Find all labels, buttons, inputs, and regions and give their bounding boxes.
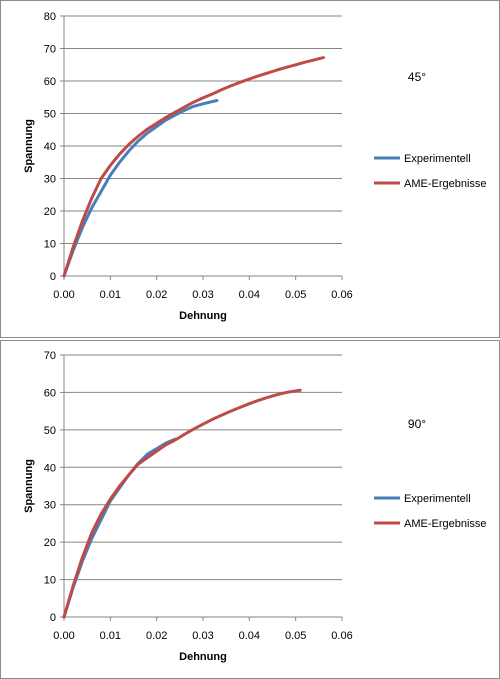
y-tick-label: 0 xyxy=(50,271,56,283)
y-tick-label: 60 xyxy=(44,387,56,399)
y-tick-label: 40 xyxy=(44,141,56,153)
legend-label: Experimentell xyxy=(404,493,471,505)
x-tick-label: 0.01 xyxy=(100,630,121,642)
y-tick-label: 20 xyxy=(44,537,56,549)
x-tick-label: 0.04 xyxy=(239,289,260,301)
y-tick-label: 70 xyxy=(44,44,56,56)
y-tick-label: 60 xyxy=(44,76,56,88)
y-tick-label: 50 xyxy=(44,109,56,121)
x-tick-label: 0.05 xyxy=(285,289,306,301)
x-tick-label: 0.06 xyxy=(331,630,352,642)
y-tick-label: 70 xyxy=(44,350,56,362)
y-tick-label: 20 xyxy=(44,206,56,218)
x-tick-label: 0.03 xyxy=(192,289,213,301)
angle-annotation: 45° xyxy=(408,70,426,84)
y-tick-label: 50 xyxy=(44,425,56,437)
chart-panel-45: 0 10 20 30 40 50 60 70 80 0.00 0.01 0.02 0.03 0.04 0.0… xyxy=(0,0,500,338)
y-tick-label: 10 xyxy=(44,575,56,587)
y-axis-title: Spannung xyxy=(23,459,35,513)
series-line-experimentell xyxy=(62,99,219,278)
x-axis-title: Dehnung xyxy=(179,651,227,663)
x-tick-label: 0.02 xyxy=(146,630,167,642)
y-tick-label: 0 xyxy=(50,612,56,624)
y-tick-label: 80 xyxy=(44,11,56,23)
series-line-experimentell xyxy=(62,437,177,619)
chart-panel-90: 0 10 20 30 40 50 60 70 0.00 0.01 0.02 0.03 0.04 0.05 0… xyxy=(0,340,500,679)
legend-label: AME-Ergebnisse xyxy=(404,178,487,190)
y-tick-label: 40 xyxy=(44,462,56,474)
x-tick-label: 0.01 xyxy=(100,289,121,301)
x-tick-label: 0.05 xyxy=(285,630,306,642)
x-tick-label: 0.06 xyxy=(331,289,352,301)
x-tick-label: 0.04 xyxy=(239,630,260,642)
series-line-ame-ergebnisse xyxy=(62,388,302,619)
y-axis-title: Spannung xyxy=(23,119,35,173)
legend-label: Experimentell xyxy=(404,153,471,165)
angle-annotation: 90° xyxy=(408,417,426,431)
chart-90-svg: 0 10 20 30 40 50 60 70 0.00 0.01 0.02 0.03 0.04 0.05 0… xyxy=(23,350,487,663)
x-tick-label: 0.02 xyxy=(146,289,167,301)
y-tick-label: 30 xyxy=(44,500,56,512)
series-line-ame-ergebnisse xyxy=(62,56,325,278)
legend-label: AME-Ergebnisse xyxy=(404,518,487,530)
x-tick-label: 0.03 xyxy=(192,630,213,642)
chart-45-svg: 0 10 20 30 40 50 60 70 80 0.00 0.01 0.02 0.03 0.04 0.0… xyxy=(23,11,487,322)
y-tick-label: 10 xyxy=(44,239,56,251)
x-axis-title: Dehnung xyxy=(179,310,227,322)
x-tick-label: 0.00 xyxy=(53,630,74,642)
x-tick-label: 0.00 xyxy=(53,289,74,301)
y-tick-label: 30 xyxy=(44,174,56,186)
